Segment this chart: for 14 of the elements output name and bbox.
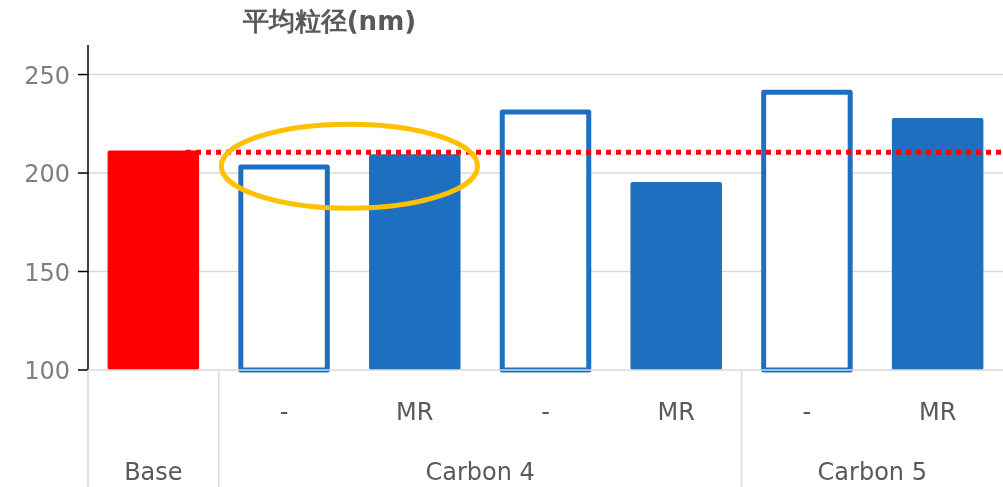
x-tick-label: - xyxy=(279,398,289,426)
chart-title: 平均粒径(nm) xyxy=(241,6,417,36)
y-tick-label: 200 xyxy=(24,160,70,189)
y-tick-label: 250 xyxy=(24,61,70,90)
text: Carbon 4 xyxy=(425,458,535,486)
text: Carbon 5 xyxy=(817,458,927,486)
y-tick-label: 100 xyxy=(24,357,70,385)
y-tick-label: 150 xyxy=(24,258,70,287)
x-tick-label: - xyxy=(802,398,812,426)
x-tick-label: MR xyxy=(657,398,695,426)
x-tick-label: - xyxy=(541,398,550,426)
x-tick-label: MR xyxy=(396,398,434,426)
x-tick-label: MR xyxy=(918,398,957,426)
text: Base xyxy=(124,458,183,486)
